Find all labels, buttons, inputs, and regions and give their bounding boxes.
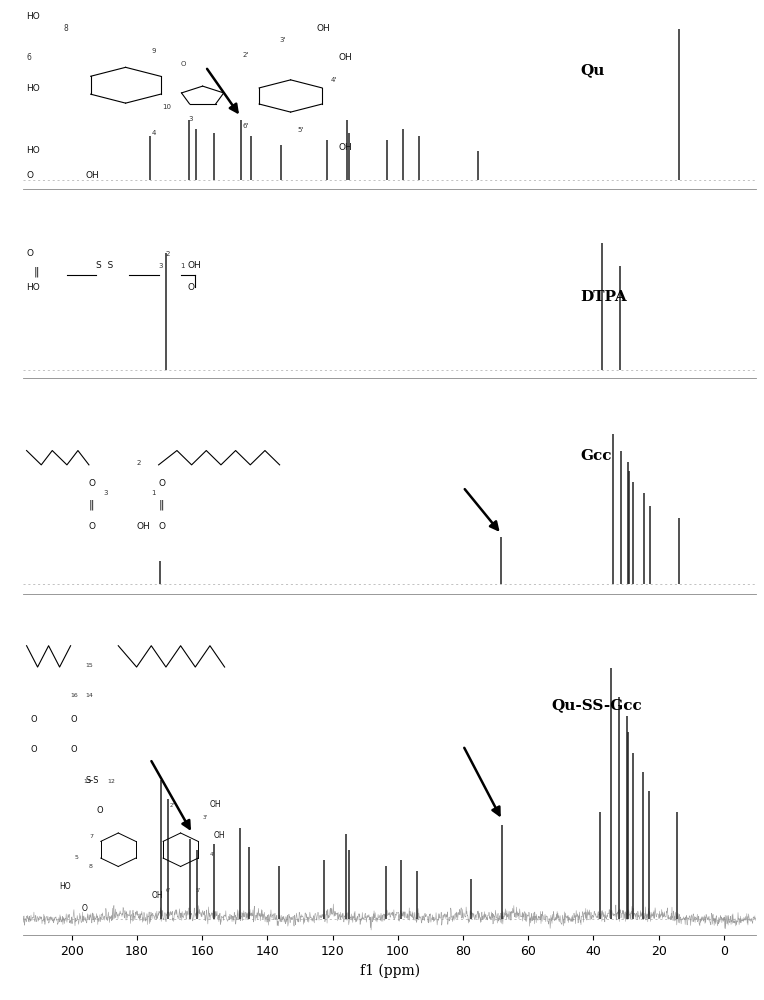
- Text: O: O: [188, 283, 195, 292]
- Text: 15: 15: [86, 663, 93, 668]
- Text: OH: OH: [210, 800, 222, 809]
- Text: O: O: [96, 806, 103, 815]
- Text: 8: 8: [63, 24, 68, 33]
- Text: Gcc: Gcc: [581, 449, 612, 463]
- Text: 5': 5': [298, 127, 304, 133]
- Text: O: O: [89, 479, 96, 488]
- Text: HO: HO: [60, 882, 71, 891]
- Text: 3: 3: [188, 116, 193, 122]
- Text: 12: 12: [107, 779, 115, 784]
- Text: 2': 2': [170, 803, 175, 808]
- Text: 6: 6: [27, 53, 31, 62]
- X-axis label: f1 (ppm): f1 (ppm): [360, 963, 419, 978]
- Text: HO: HO: [27, 146, 40, 155]
- Text: 7: 7: [89, 834, 93, 839]
- Text: 1: 1: [180, 263, 185, 269]
- Text: 3': 3': [202, 815, 208, 820]
- Text: S  S: S S: [96, 261, 114, 270]
- Text: 2: 2: [137, 460, 141, 466]
- Text: HO: HO: [27, 12, 40, 21]
- Text: 10: 10: [162, 104, 171, 110]
- Text: Qu-SS-Gcc: Qu-SS-Gcc: [551, 698, 642, 712]
- Text: O: O: [89, 522, 96, 531]
- Text: O: O: [159, 479, 166, 488]
- Text: O: O: [27, 171, 34, 180]
- Text: O: O: [180, 61, 186, 67]
- Text: OH: OH: [188, 261, 202, 270]
- Text: 3: 3: [104, 490, 108, 496]
- Text: OH: OH: [338, 143, 352, 152]
- Text: O: O: [70, 745, 77, 754]
- Text: 6': 6': [243, 123, 249, 129]
- Text: O: O: [27, 249, 34, 258]
- Text: S-S: S-S: [86, 776, 99, 785]
- Text: 16: 16: [70, 693, 79, 698]
- Text: O: O: [31, 745, 37, 754]
- Text: Qu: Qu: [581, 63, 605, 77]
- Text: 3: 3: [159, 263, 163, 269]
- Text: DTPA: DTPA: [581, 290, 627, 304]
- Text: O: O: [70, 715, 77, 724]
- Text: 14: 14: [86, 693, 93, 698]
- Text: 13: 13: [83, 779, 91, 784]
- Text: 2': 2': [243, 52, 249, 58]
- Text: 3': 3': [280, 37, 286, 43]
- Text: 4': 4': [210, 852, 215, 857]
- Text: 5: 5: [74, 855, 78, 860]
- Text: O: O: [82, 904, 87, 913]
- Text: HO: HO: [27, 84, 40, 93]
- Text: HO: HO: [27, 283, 40, 292]
- Text: OH: OH: [316, 24, 330, 33]
- Text: O: O: [31, 715, 37, 724]
- Text: O: O: [159, 522, 166, 531]
- Text: 8: 8: [89, 864, 92, 869]
- Text: 2: 2: [166, 251, 170, 257]
- Text: ‖: ‖: [159, 500, 164, 510]
- Text: 4: 4: [151, 130, 156, 136]
- Text: 1: 1: [151, 490, 156, 496]
- Text: OH: OH: [137, 522, 151, 531]
- Text: ‖: ‖: [89, 500, 95, 510]
- Text: ‖: ‖: [34, 267, 40, 277]
- Text: OH: OH: [151, 891, 163, 900]
- Text: 4': 4': [331, 77, 337, 83]
- Text: 6': 6': [166, 888, 171, 893]
- Text: 5': 5': [196, 888, 200, 893]
- Text: OH: OH: [338, 53, 352, 62]
- Text: 9: 9: [151, 48, 156, 54]
- Text: OH: OH: [214, 831, 225, 840]
- Text: OH: OH: [86, 171, 99, 180]
